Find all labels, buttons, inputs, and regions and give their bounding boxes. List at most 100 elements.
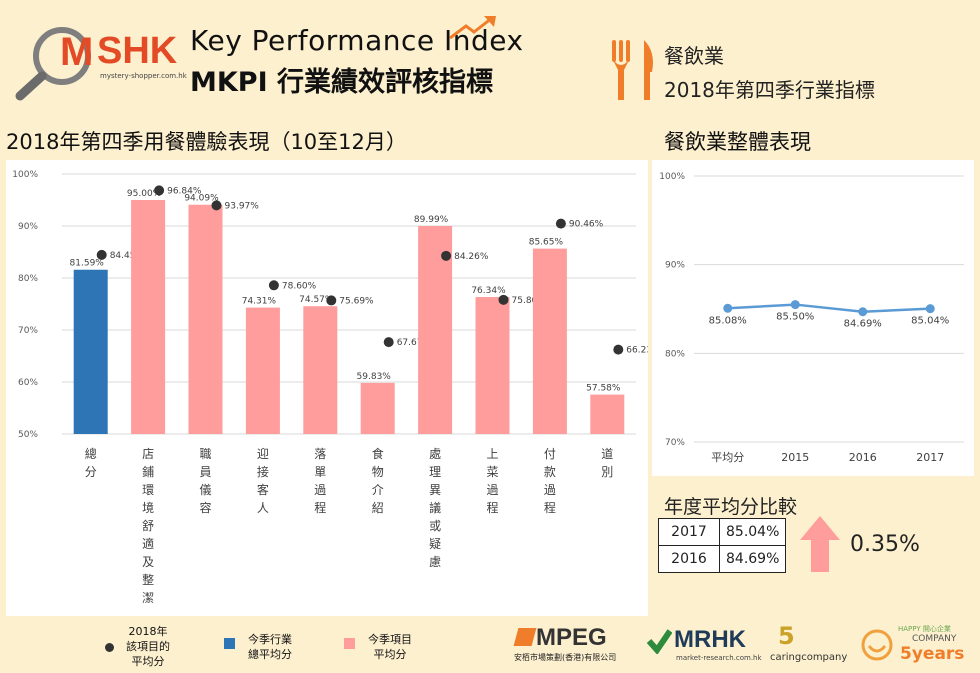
average-dot: [383, 337, 394, 348]
dot-value-label: 75.69%: [339, 296, 374, 306]
average-dot: [268, 280, 279, 291]
mpeg-subtitle: 安栢市場策劃(香港)有限公司: [514, 653, 617, 662]
y-tick-label: 60%: [18, 378, 38, 388]
bar: [475, 297, 510, 434]
happy-circle-icon: [860, 628, 894, 662]
bar: [303, 306, 338, 434]
bar-value-label: 74.31%: [242, 297, 277, 307]
happy-company: COMPANY: [912, 634, 957, 644]
y-tick-label: 70%: [665, 438, 685, 448]
bar: [590, 394, 625, 434]
dot-value-label: 78.60%: [282, 281, 317, 291]
bar: [360, 382, 395, 434]
bar: [188, 204, 223, 434]
left-chart-title: 2018年第四季用餐體驗表現（10至12月）: [6, 130, 407, 154]
compare-year: 2016: [658, 545, 720, 573]
caring-company-logo: 5 caringcompany: [770, 622, 852, 668]
logo-url: mystery-shopper.com.hk: [100, 72, 187, 80]
dot-value-label: 84.26%: [454, 252, 489, 262]
bar-chart-panel: 50% 60% 70% 80% 90% 100% 81.59% 84.45% 總分 95.00% 9…: [6, 160, 661, 616]
legend-dot-swatch: [105, 643, 114, 652]
bar-value-label: 85.65%: [529, 238, 564, 248]
bar-value-label: 57.58%: [586, 384, 621, 394]
mrhk-check-icon: [646, 628, 673, 655]
line-point: [790, 300, 800, 310]
compare-value: 84.69%: [718, 545, 787, 573]
series-line: [727, 303, 931, 314]
y-tick-label: 70%: [18, 326, 38, 336]
point-value-label: 85.08%: [709, 315, 747, 326]
mpeg-logo: MPEG 安栢市場策劃(香港)有限公司: [513, 624, 632, 668]
title-en: Key Performance Index: [190, 24, 524, 57]
bar-value-label: 81.59%: [70, 259, 105, 269]
industry-subtitle: 2018年第四季行業指標: [664, 78, 875, 102]
x-category-label: 上菜過程: [486, 447, 498, 515]
x-category-label: 總分: [85, 446, 97, 479]
x-category-label: 2015: [781, 451, 809, 464]
dot-value-label: 66.23%: [626, 346, 648, 356]
line-point: [858, 307, 868, 317]
mrhk-logo: MRHK market-research.com.hk: [646, 626, 766, 668]
cutlery-icon: [608, 38, 658, 102]
logo-shk: SHK: [97, 30, 178, 72]
dot-value-label: 93.97%: [225, 201, 260, 211]
average-dot: [211, 200, 222, 211]
x-category-label: 付款過程: [544, 447, 556, 515]
y-tick-label: 90%: [18, 222, 38, 232]
x-category-label: 道別: [601, 447, 613, 479]
legend-blue-swatch: [224, 638, 235, 649]
x-category-label: 迎接客人: [257, 447, 269, 515]
y-tick-label: 80%: [18, 274, 38, 284]
average-dot: [498, 294, 509, 305]
legend-pink-swatch: [344, 638, 355, 649]
bar-value-label: 74.57%: [299, 295, 334, 305]
mrhk-subtitle: market-research.com.hk: [676, 654, 762, 662]
x-category-label: 食物介紹: [372, 446, 384, 515]
compare-title: 年度平均分比較: [664, 496, 798, 518]
x-category-label: 店鋪環境舒適及整潔: [142, 447, 154, 605]
dot-value-label: 75.80%: [512, 296, 547, 306]
average-dot: [441, 250, 452, 261]
change-value: 0.35%: [850, 532, 920, 557]
right-chart-title: 餐飲業整體表現: [664, 130, 811, 154]
mpeg-mark-icon: [513, 628, 537, 646]
bar: [532, 248, 567, 434]
bar-value-label: 89.99%: [414, 215, 449, 225]
line-chart: 70% 80% 90% 100% 85.08% 平均分 85.50% 2015 84.69% 20…: [659, 172, 964, 464]
y-tick-label: 80%: [665, 349, 685, 359]
y-tick-label: 50%: [18, 430, 38, 440]
legend-pink-label: 今季項目 平均分: [368, 633, 412, 661]
mrhk-name: MRHK: [674, 626, 746, 653]
table-row: 2016 84.69%: [658, 545, 787, 573]
y-tick-label: 100%: [12, 170, 38, 180]
dot-value-label: 90.46%: [569, 220, 604, 230]
bar-chart: 50% 60% 70% 80% 90% 100% 81.59% 84.45% 總分 95.00% 9…: [12, 170, 661, 605]
point-value-label: 85.50%: [776, 312, 814, 323]
line-chart-panel: 70% 80% 90% 100% 85.08% 平均分 85.50% 2015 84.69% 20…: [652, 160, 974, 476]
y-tick-label: 100%: [659, 172, 685, 182]
industry-name: 餐飲業: [664, 44, 724, 68]
dot-value-label: 67.67%: [397, 338, 432, 348]
bar-value-label: 59.83%: [357, 372, 392, 382]
dot-value-label: 84.45%: [110, 251, 145, 261]
happy-title: HAPPY 開心企業: [898, 625, 951, 633]
bar: [245, 307, 280, 434]
compare-year: 2017: [658, 518, 720, 546]
trend-arrow-icon: [448, 14, 498, 40]
average-dot: [326, 295, 337, 306]
legend-dot-label: 2018年 該項目的 平均分: [126, 625, 170, 668]
average-dot: [96, 249, 107, 260]
magnifier-icon: [12, 22, 92, 102]
x-category-label: 落單過程: [314, 447, 326, 515]
happy-years: 5years: [900, 644, 965, 664]
line-point: [925, 304, 935, 314]
point-value-label: 84.69%: [844, 319, 882, 330]
happy-company-logo: HAPPY 開心企業 COMPANY 5years: [858, 624, 976, 670]
caring-5-icon: 5: [778, 622, 795, 650]
dot-value-label: 96.84%: [167, 186, 202, 196]
average-dot: [613, 344, 624, 355]
bar: [131, 200, 166, 434]
average-dot: [154, 185, 165, 196]
table-row: 2017 85.04%: [658, 518, 787, 546]
logo-m: M: [60, 30, 94, 74]
